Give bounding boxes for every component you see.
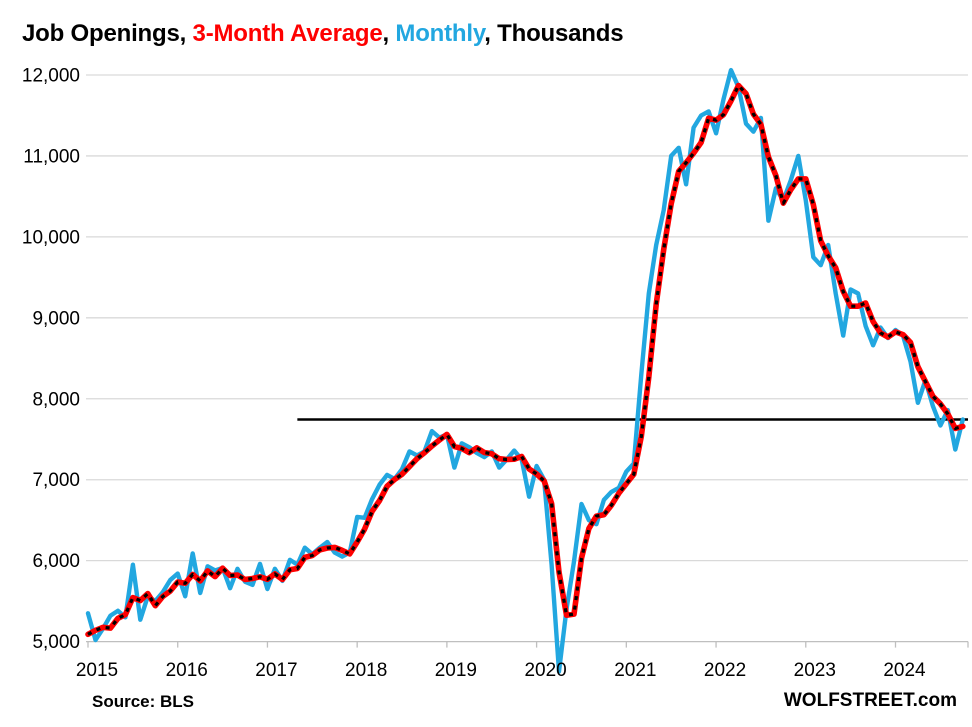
title-segment-red-average: 3-Month Average (192, 20, 383, 47)
y-tick-label: 10,000 (22, 227, 80, 248)
x-tick-label: 2020 (524, 660, 566, 681)
x-axis-labels: 2015 2016 2017 2018 2019 2020 2021 2022 2023 2024 (76, 660, 926, 681)
source-label: Source: BLS (92, 692, 195, 711)
title-segment-black-2: , (382, 20, 396, 47)
x-tick-label: 2024 (883, 660, 926, 681)
x-tick-label: 2018 (345, 660, 387, 681)
x-tick-label: 2015 (76, 660, 118, 681)
y-tick-label: 9,000 (32, 308, 80, 329)
title-segment-black-3: , Thousands (484, 20, 624, 47)
y-tick-label: 5,000 (32, 632, 80, 653)
x-tick-label: 2017 (255, 660, 297, 681)
y-tick-label: 11,000 (23, 146, 80, 167)
x-tick-label: 2021 (614, 660, 656, 681)
gridlines (86, 74, 968, 643)
chart-title: Job Openings, 3-Month Average, Monthly, … (22, 20, 624, 48)
y-axis-labels: 5,000 6,000 7,000 8,000 9,000 10,000 11,000 12,… (22, 66, 80, 654)
y-tick-label: 6,000 (32, 551, 80, 572)
title-segment-black-1: Job Openings, (22, 20, 193, 47)
x-tick-label: 2016 (166, 660, 208, 681)
three-month-average-dash-overlay (87, 83, 964, 636)
x-axis-ticks (87, 641, 969, 648)
y-tick-label: 7,000 (32, 470, 80, 491)
x-tick-label: 2019 (435, 660, 477, 681)
y-tick-label: 12,000 (22, 66, 80, 87)
x-tick-label: 2022 (704, 660, 746, 681)
title-segment-cyan-monthly: Monthly (395, 20, 485, 47)
three-month-average-line (85, 82, 966, 638)
branding-label: WOLFSTREET.com (783, 690, 957, 711)
monthly-series-line (85, 67, 965, 674)
y-tick-label: 8,000 (32, 389, 80, 410)
x-tick-label: 2023 (794, 660, 836, 681)
